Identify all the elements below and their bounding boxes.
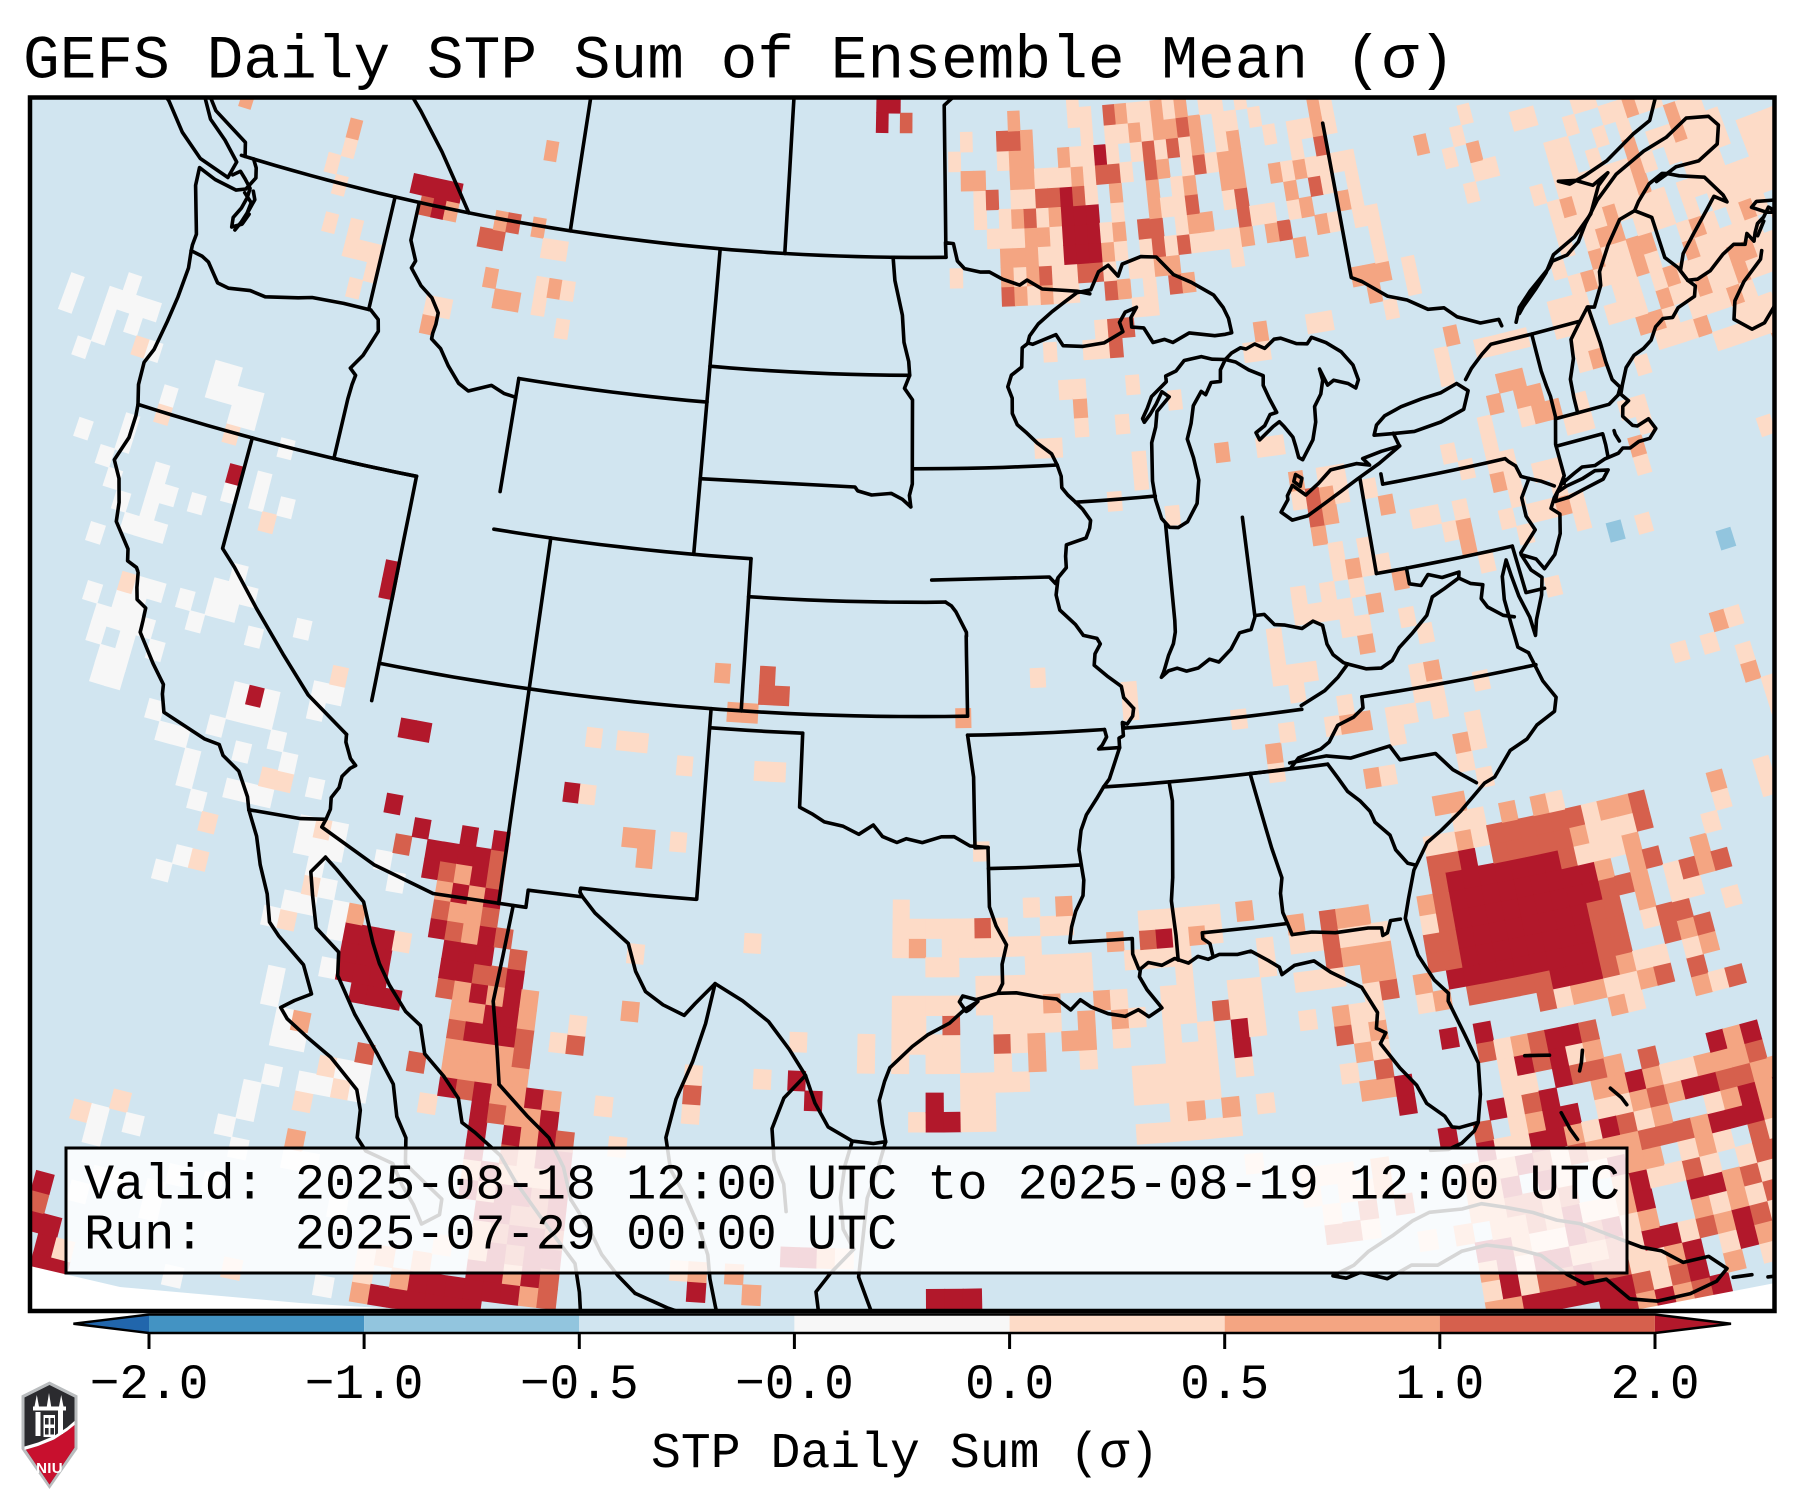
svg-text:−0.0: −0.0 (735, 1357, 854, 1413)
svg-text:GEFS Daily STP Sum of Ensemble: GEFS Daily STP Sum of Ensemble Mean (σ) (23, 28, 1455, 97)
svg-text:NIU: NIU (36, 1460, 63, 1477)
svg-text:Valid: 2025-08-18 12:00 UTC to: Valid: 2025-08-18 12:00 UTC to 2025-08-1… (84, 1158, 1620, 1215)
svg-text:0.0: 0.0 (965, 1357, 1054, 1413)
svg-text:0.5: 0.5 (1180, 1357, 1269, 1413)
svg-text:−0.5: −0.5 (520, 1357, 639, 1413)
svg-text:−1.0: −1.0 (305, 1357, 424, 1413)
svg-text:STP Daily Sum (σ): STP Daily Sum (σ) (651, 1426, 1159, 1482)
svg-text:2.0: 2.0 (1610, 1357, 1699, 1413)
svg-text:−2.0: −2.0 (90, 1357, 209, 1413)
svg-text:1.0: 1.0 (1395, 1357, 1484, 1413)
svg-text:Run: 2025-07-29 00:00 UTC: Run: 2025-07-29 00:00 UTC (84, 1208, 897, 1265)
